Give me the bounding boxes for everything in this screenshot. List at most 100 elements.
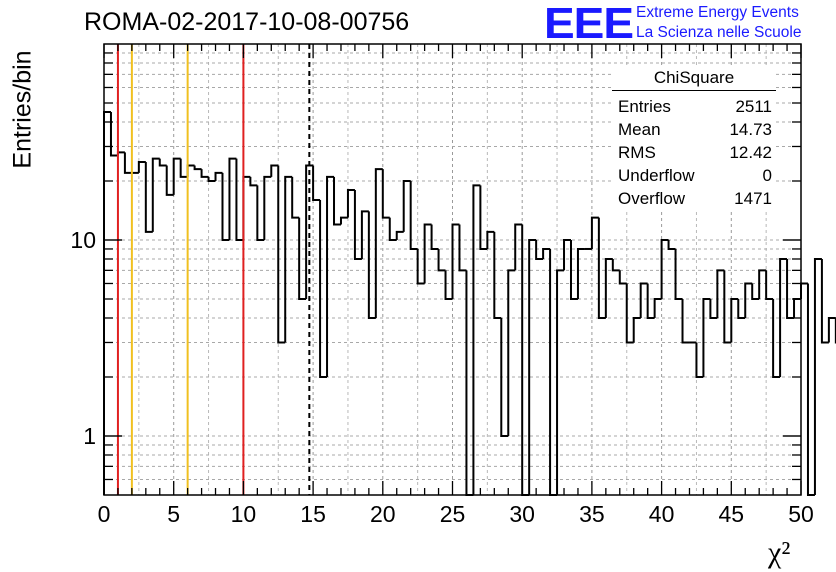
histogram-bin [813,257,822,495]
histogram-bin [242,175,251,240]
stats-row: RMS 12.42 [612,141,776,164]
histogram-bin [109,111,118,157]
histogram-bin [639,282,648,318]
histogram-bin [827,316,836,343]
histogram [103,110,836,496]
histogram-bin [521,224,530,496]
histogram-bin [207,176,216,182]
histogram-bin [423,223,432,284]
histogram-bin [291,176,300,219]
logo-line-2: La Scienza nelle Scuole [636,24,802,41]
histogram-bin [353,189,362,260]
histogram-bin [402,179,411,232]
histogram-bin [228,157,237,240]
histogram-bin [312,165,321,201]
histogram-bin [786,258,795,319]
histogram-bin [702,298,711,377]
histogram-bin [772,299,781,378]
histogram-bin [284,175,293,343]
histogram-bin [681,299,690,344]
histogram-bin [270,164,279,177]
x-tick-label: 15 [300,501,326,527]
stats-row-value: 0 [762,166,772,185]
histogram-bin [298,217,307,301]
histogram-bin [493,231,502,319]
histogram-bin [569,239,578,301]
stats-row-value: 1471 [734,189,772,208]
x-tick-label: 25 [440,501,466,527]
stats-row: Entries 2511 [612,95,776,118]
eee-logo: EEE [544,0,634,48]
x-tick-label: 5 [167,501,180,527]
histogram-bin [165,165,174,196]
histogram-bin [514,223,523,271]
histogram-bin [556,269,565,495]
histogram-bin [632,316,641,343]
histogram-bin [437,248,446,272]
histogram-bin [576,247,585,300]
histogram-bin [374,168,383,318]
histogram-bin [820,258,829,344]
histogram-bin [339,216,348,225]
stats-row: Underflow 0 [612,164,776,187]
histogram-bin [472,184,481,495]
histogram-bin [151,157,160,232]
histogram-bin [319,199,328,378]
histogram-bin [535,239,544,260]
histogram-bin [430,224,439,250]
axes: 0 5 10 15 20 25 30 35 40 45 50 1 10 [70,43,814,527]
stats-rows: Entries 2511 Mean 14.73 RMS 12.42 Underflow 0 Ov… [612,95,776,210]
stats-row-label: Mean [618,120,661,139]
x-tick-label: 35 [579,501,605,527]
histogram-bin [346,188,355,218]
stats-row-label: Underflow [618,166,695,185]
histogram-bin [800,282,808,300]
histogram-bin [305,164,314,300]
histogram-bin [360,210,369,259]
histogram-bin [744,282,753,318]
histogram-bin [479,185,488,250]
stats-title: ChiSquare [612,68,776,91]
histogram-bin [618,270,627,285]
histogram-bin [193,165,202,171]
x-tick-label: 0 [98,501,111,527]
histogram-bin [716,269,725,318]
histogram-bin [793,298,801,318]
histogram-bin [123,152,132,174]
stats-row-value: 14.73 [729,120,772,139]
histogram-bin [263,175,272,240]
x-tick-label: 45 [719,501,745,527]
histogram-bin [465,270,474,496]
histogram-bin [674,248,683,301]
histogram-bin [277,165,286,344]
x-tick-label: 20 [370,501,396,527]
histogram-bin [563,238,571,271]
histogram-bin [186,164,195,177]
histogram-bin [367,211,376,319]
histogram-bin [179,158,188,178]
stats-box: ChiSquare Entries 2511 Mean 14.73 RMS 12.42 Un… [612,68,776,210]
x-tick-label: 10 [231,501,257,527]
histogram-bin [200,169,209,178]
histogram-bin [528,238,537,495]
histogram-bin [660,238,669,300]
histogram-bin [444,270,453,301]
histogram-bin [758,269,767,300]
stats-row-label: Entries [618,97,671,116]
histogram-bin [451,223,460,300]
reference-lines [116,44,311,495]
chart-title: ROMA-02-2017-10-08-00756 [84,8,410,36]
histogram-bin [221,172,230,241]
y-tick-label: 1 [83,423,96,449]
stats-row-value: 12.42 [729,143,772,162]
histogram-bin [333,176,341,226]
histogram-bin [590,216,599,249]
histogram-bin [381,169,390,219]
histogram-bin [214,171,223,181]
y-tick-label: 10 [70,227,96,253]
histogram-bin [507,269,516,436]
histogram-bin [625,283,634,344]
histogram-bin [249,176,258,187]
histogram-bin [542,247,551,259]
